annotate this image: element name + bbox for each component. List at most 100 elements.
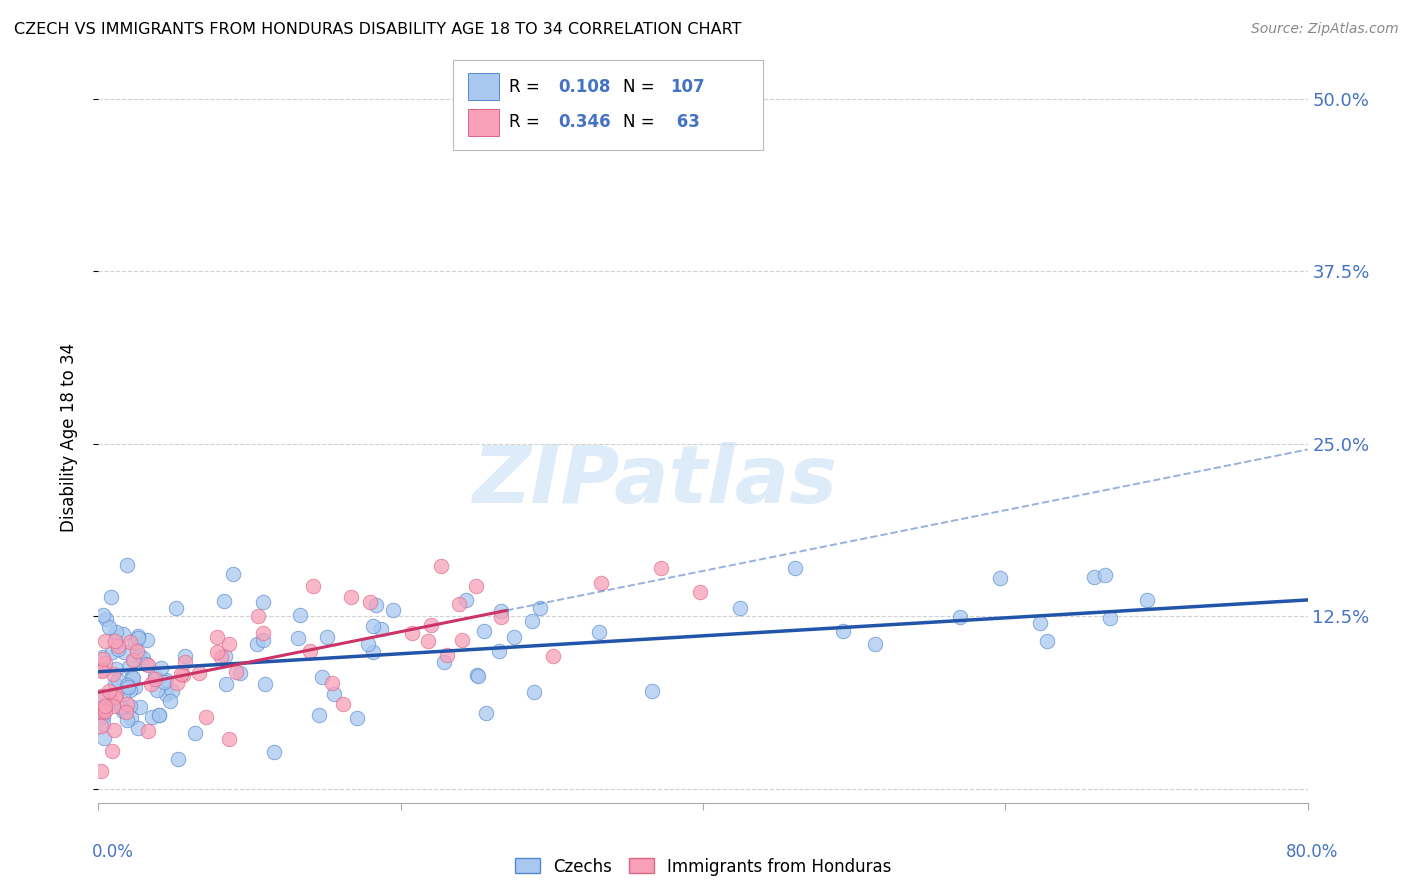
Point xyxy=(115,558,138,573)
Point xyxy=(115,697,138,711)
Point xyxy=(332,698,354,712)
Point xyxy=(127,631,149,645)
Point xyxy=(488,644,510,658)
Point xyxy=(136,658,159,673)
Point xyxy=(128,648,150,662)
Point xyxy=(91,664,114,678)
Point xyxy=(641,684,664,698)
Point xyxy=(263,745,285,759)
Point xyxy=(451,632,474,647)
Point xyxy=(94,656,117,670)
Point xyxy=(252,595,274,609)
Point xyxy=(155,687,177,701)
Point xyxy=(127,629,149,643)
Text: 0.346: 0.346 xyxy=(558,113,610,131)
Point xyxy=(98,684,121,698)
Point xyxy=(104,677,127,691)
Point xyxy=(127,644,149,658)
Point xyxy=(107,673,129,687)
Point xyxy=(357,637,380,651)
Point xyxy=(150,661,173,675)
Point xyxy=(143,669,166,683)
Point xyxy=(91,652,114,666)
Text: 80.0%: 80.0% xyxy=(1286,843,1339,861)
Point xyxy=(94,612,117,626)
Text: 107: 107 xyxy=(671,78,706,95)
Point xyxy=(541,648,564,663)
Point xyxy=(103,698,125,713)
Point xyxy=(104,625,127,640)
Point xyxy=(529,600,551,615)
Point xyxy=(491,604,513,618)
Text: 0.108: 0.108 xyxy=(558,78,610,95)
Point xyxy=(152,675,174,690)
Point xyxy=(467,668,489,682)
Point xyxy=(146,683,169,698)
Point xyxy=(218,638,240,652)
Point xyxy=(111,627,134,641)
Point xyxy=(127,721,149,735)
Point xyxy=(420,618,443,632)
Point xyxy=(1036,634,1059,648)
Y-axis label: Disability Age 18 to 34: Disability Age 18 to 34 xyxy=(59,343,77,532)
Point xyxy=(205,631,228,645)
Point xyxy=(252,626,274,640)
Point xyxy=(94,633,117,648)
Point xyxy=(104,634,127,648)
Point xyxy=(1136,593,1159,607)
Point xyxy=(160,684,183,698)
Point xyxy=(91,607,114,622)
Text: CZECH VS IMMIGRANTS FROM HONDURAS DISABILITY AGE 18 TO 34 CORRELATION CHART: CZECH VS IMMIGRANTS FROM HONDURAS DISABI… xyxy=(14,22,741,37)
Point xyxy=(91,707,114,722)
Point xyxy=(111,687,134,701)
Point xyxy=(103,667,125,681)
Point xyxy=(299,644,322,658)
Point xyxy=(454,593,477,607)
Point xyxy=(465,579,488,593)
Point xyxy=(93,702,115,716)
Point xyxy=(418,633,440,648)
Point xyxy=(229,666,252,681)
Point xyxy=(104,688,127,702)
Point xyxy=(246,637,269,651)
Point xyxy=(209,650,232,665)
Point xyxy=(783,561,806,575)
Point xyxy=(90,719,112,733)
Point xyxy=(225,665,247,680)
Text: Source: ZipAtlas.com: Source: ZipAtlas.com xyxy=(1251,22,1399,37)
Point xyxy=(120,683,142,698)
Point xyxy=(346,711,368,725)
Point xyxy=(165,601,187,615)
Point xyxy=(949,610,972,624)
Point xyxy=(370,622,392,636)
Point xyxy=(167,752,190,766)
Point xyxy=(316,630,339,644)
Point xyxy=(322,687,344,701)
Point xyxy=(94,698,117,713)
Point xyxy=(124,635,146,649)
Point xyxy=(382,603,405,617)
Point xyxy=(1028,615,1050,630)
Point xyxy=(523,685,546,699)
Point xyxy=(132,650,155,665)
Point xyxy=(129,700,152,714)
Point xyxy=(122,653,145,667)
Point xyxy=(100,591,122,605)
Point xyxy=(100,694,122,708)
Point xyxy=(112,644,135,658)
Text: 0.0%: 0.0% xyxy=(91,843,134,861)
Point xyxy=(436,648,458,663)
Point xyxy=(214,677,236,691)
Point xyxy=(433,655,456,669)
Point xyxy=(90,663,112,677)
Point xyxy=(91,710,114,724)
Point xyxy=(1083,570,1105,584)
Point xyxy=(124,681,146,695)
Point xyxy=(91,689,114,703)
Point xyxy=(503,630,526,644)
Point xyxy=(103,723,125,737)
Point xyxy=(120,698,142,713)
Point xyxy=(101,645,124,659)
Point xyxy=(591,575,613,590)
Text: N =: N = xyxy=(623,113,654,131)
